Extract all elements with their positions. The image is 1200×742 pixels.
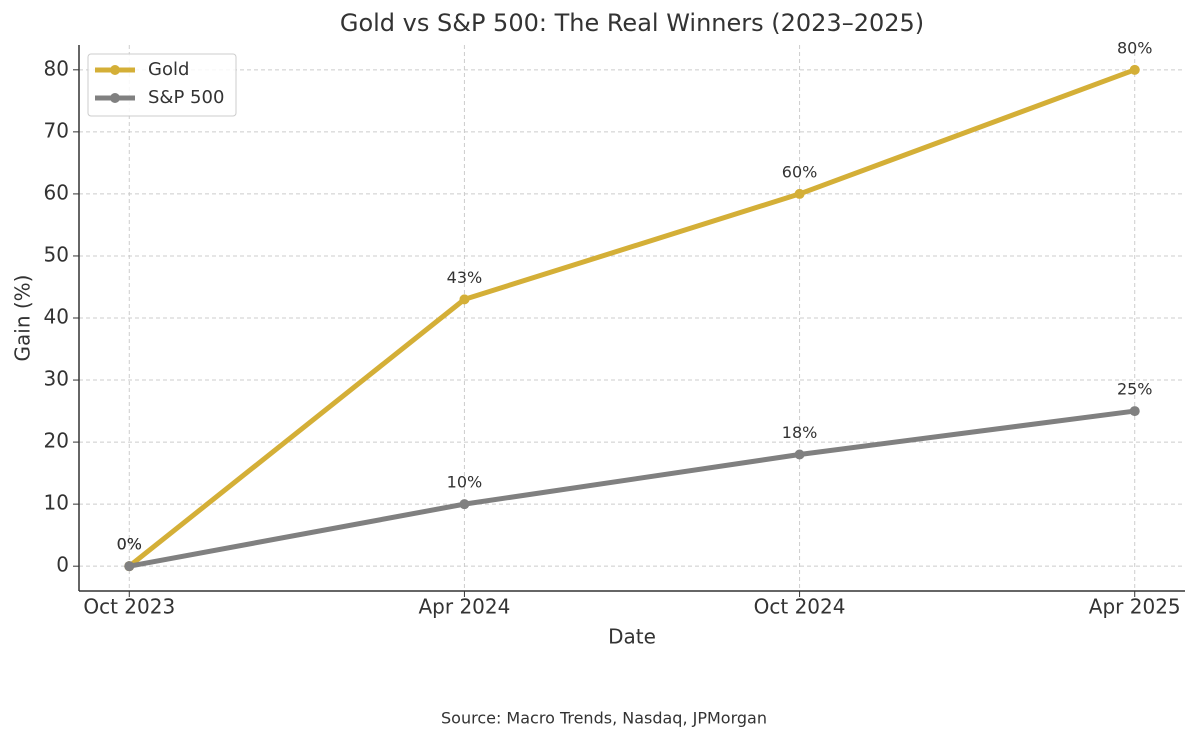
- legend-marker: [110, 65, 120, 75]
- value-label: 25%: [1117, 380, 1153, 399]
- point-marker: [794, 449, 805, 460]
- value-label: 10%: [447, 473, 483, 492]
- point-marker: [124, 561, 135, 572]
- y-tick-label: 70: [44, 118, 69, 142]
- x-tick-label: Oct 2023: [83, 595, 175, 619]
- legend-label: S&P 500: [148, 87, 224, 108]
- x-axis-label: Date: [608, 625, 656, 649]
- chart-title: Gold vs S&P 500: The Real Winners (2023–…: [340, 9, 924, 37]
- point-marker: [794, 188, 805, 199]
- x-tick-label: Apr 2024: [418, 595, 510, 619]
- y-tick-label: 30: [44, 367, 69, 391]
- value-label: 43%: [447, 268, 483, 287]
- point-marker: [459, 294, 470, 305]
- x-tick-label: Apr 2025: [1089, 595, 1181, 619]
- legend-marker: [110, 93, 120, 103]
- y-axis-label: Gain (%): [11, 275, 35, 362]
- source-note: Source: Macro Trends, Nasdaq, JPMorgan: [441, 709, 767, 728]
- x-tick-label: Oct 2024: [754, 595, 846, 619]
- value-label: 60%: [782, 162, 818, 181]
- y-tick-label: 10: [44, 491, 69, 515]
- y-tick-label: 20: [44, 429, 69, 453]
- point-marker: [1129, 406, 1140, 417]
- point-marker: [1129, 64, 1140, 75]
- y-tick-label: 50: [44, 242, 69, 266]
- value-label: 0%: [117, 535, 142, 554]
- value-label: 18%: [782, 423, 818, 442]
- value-label: 0%: [117, 535, 142, 554]
- y-tick-label: 40: [44, 305, 69, 329]
- series-line: [127, 67, 1136, 569]
- point-marker: [459, 499, 470, 510]
- legend-label: Gold: [148, 59, 189, 80]
- y-tick-label: 0: [56, 553, 69, 577]
- series-line: [128, 408, 1136, 569]
- y-tick-label: 80: [44, 56, 69, 80]
- y-tick-label: 60: [44, 180, 69, 204]
- value-label: 80%: [1117, 38, 1153, 57]
